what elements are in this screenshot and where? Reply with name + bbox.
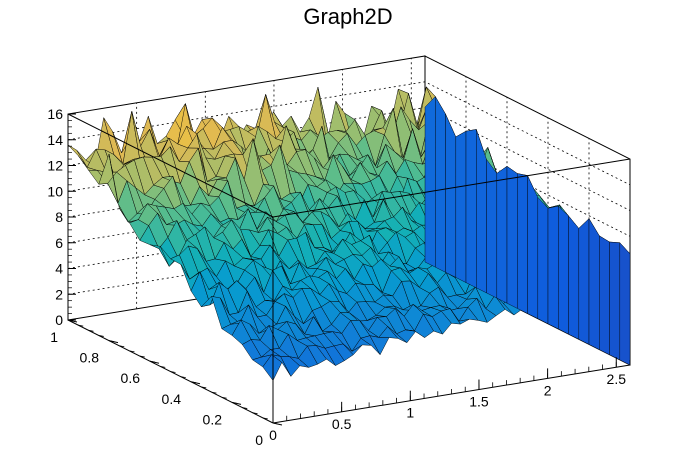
surface-skirt [578, 218, 590, 345]
y-minor-tick [98, 335, 104, 337]
surface-skirt [568, 215, 579, 340]
surface-skirt [619, 242, 631, 366]
y-minor-tick [149, 360, 156, 363]
y-minor-tick [129, 350, 135, 353]
y-tick-label: 1 [50, 329, 58, 345]
y-minor-tick [231, 402, 238, 404]
y-minor-tick [88, 329, 94, 332]
z-tick-label: 10 [47, 183, 63, 199]
y-minor-tick [119, 345, 125, 348]
y-tick-label: 0.4 [162, 391, 182, 407]
surface-skirt [445, 113, 456, 278]
surface-skirt [547, 205, 559, 330]
y-tick-label: 0.2 [203, 411, 223, 427]
z-tick-label: 2 [55, 286, 63, 302]
z-tick-label: 14 [47, 132, 63, 148]
y-tick-label: 0.6 [121, 370, 141, 386]
surface-skirt [609, 241, 620, 361]
x-tick-label: 0.5 [332, 416, 352, 432]
y-minor-tick [272, 422, 279, 425]
x-tick-label: 1 [406, 405, 414, 421]
y-minor-tick [252, 412, 258, 415]
y-minor-tick [108, 340, 115, 342]
z-tick-label: 16 [47, 106, 63, 122]
y-minor-tick [78, 324, 84, 327]
y-tick-label: 0 [255, 432, 263, 448]
x-tick-label: 1.5 [469, 394, 489, 410]
x-tick-label: 2.5 [607, 371, 627, 387]
x-tick-label: 0 [269, 427, 277, 443]
surface-skirt [527, 175, 538, 319]
y-minor-tick [211, 391, 217, 394]
surface-skirt [517, 173, 528, 314]
surface-skirt [558, 205, 569, 335]
z-tick-label: 4 [55, 261, 63, 277]
surface-skirt [435, 95, 446, 273]
y-minor-tick [262, 417, 268, 420]
y-tick-label: 0.8 [80, 350, 100, 366]
surface-skirt [496, 165, 508, 304]
surface-skirt [486, 158, 497, 299]
y-minor-tick [160, 365, 166, 368]
y-minor-tick [170, 371, 176, 373]
y-minor-tick [201, 386, 207, 389]
surface-skirt [599, 235, 610, 356]
z-tick-label: 12 [47, 158, 63, 174]
y-minor-tick [190, 381, 197, 384]
surface-skirt [424, 96, 436, 268]
y-minor-tick [242, 407, 248, 409]
y-minor-tick [221, 396, 227, 399]
y-minor-tick [139, 355, 145, 358]
surface-skirt [537, 196, 549, 325]
surface-skirt [506, 165, 518, 309]
z-tick-label: 0 [55, 312, 63, 328]
z-tick-label: 8 [55, 209, 63, 225]
surface-skirt [455, 130, 467, 283]
y-minor-tick [180, 376, 186, 379]
surface-skirt [588, 217, 600, 350]
z-tick-label: 6 [55, 235, 63, 251]
chart-title: Graph2D [303, 4, 393, 29]
x-tick-label: 2 [544, 382, 552, 398]
surface-skirt [465, 129, 477, 289]
